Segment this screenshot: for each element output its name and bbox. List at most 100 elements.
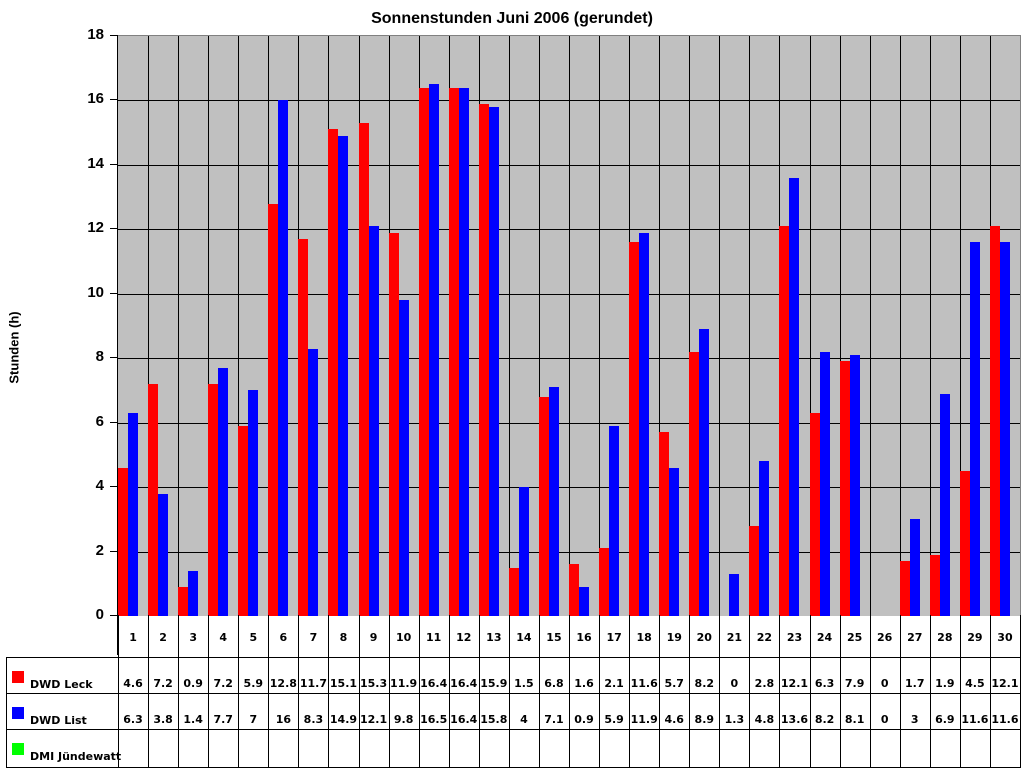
- table-cell: 1.5: [514, 677, 534, 690]
- table-cell: 2.1: [604, 677, 624, 690]
- y-tick-label: 0: [95, 606, 104, 623]
- table-cell: 15.9: [480, 677, 508, 690]
- table-cell: 7.2: [153, 677, 173, 690]
- category-label: 2: [159, 631, 167, 644]
- v-gridline: [929, 36, 931, 616]
- y-tick: [110, 35, 118, 36]
- table-border: [358, 615, 360, 768]
- table-cell: 16.4: [450, 677, 478, 690]
- table-border: [659, 615, 661, 768]
- table-border: [749, 615, 751, 768]
- bar-dwd-list: [128, 413, 138, 616]
- bar-dwd-list: [639, 232, 650, 616]
- category-label: 7: [309, 631, 318, 644]
- table-border: [6, 657, 7, 768]
- table-cell: 7: [249, 713, 258, 726]
- table-cell: 4.6: [664, 713, 684, 726]
- table-cell: 16: [275, 713, 292, 726]
- table-cell: 5.9: [604, 713, 624, 726]
- y-tick-label: 12: [87, 219, 104, 237]
- category-label: 17: [606, 631, 622, 644]
- bar-dwd-list: [308, 348, 319, 616]
- category-label: 24: [816, 631, 833, 644]
- bar-dwd-leck: [989, 226, 1000, 616]
- table-border: [478, 615, 480, 768]
- y-tick: [110, 486, 118, 488]
- data-table: 1 2 3 4 5 6 7 8 9 10 11 12 13 14 15 16 17 18 19 20 21 22 23 24 2…: [0, 615, 1024, 768]
- y-tick-label: 18: [87, 26, 104, 43]
- table-cell: 1.9: [935, 677, 955, 690]
- table-cell: 1.4: [183, 713, 203, 726]
- bar-dwd-leck: [448, 87, 459, 616]
- table-cell: 11.9: [390, 677, 418, 690]
- bar-dwd-leck: [418, 87, 429, 616]
- table-cell: 0.9: [574, 713, 594, 726]
- y-tick: [110, 421, 118, 423]
- bar-dwd-leck: [629, 242, 640, 616]
- table-cell: 16.4: [420, 677, 448, 690]
- category-label: 5: [249, 631, 258, 644]
- table-cell: 8.2: [814, 713, 835, 726]
- bar-dwd-list: [488, 106, 499, 616]
- v-gridline: [689, 36, 691, 616]
- table-border: [298, 615, 300, 768]
- y-tick: [110, 99, 118, 101]
- table-cell: 13.6: [780, 713, 809, 726]
- y-axis-label: Stunden (h): [6, 311, 22, 384]
- table-border: [508, 615, 510, 768]
- table-border: [929, 615, 931, 768]
- table-border: [839, 615, 841, 768]
- table-border: [719, 615, 721, 768]
- table-border: [6, 693, 1020, 694]
- table-cell: 7.1: [544, 713, 564, 726]
- category-label: 4: [219, 631, 228, 644]
- bar-dwd-list: [248, 390, 259, 616]
- table-border: [448, 615, 450, 768]
- bar-dwd-list: [368, 226, 379, 616]
- bar-dwd-list: [909, 519, 920, 616]
- v-gridline: [538, 36, 540, 616]
- table-cell: 9.8: [393, 713, 414, 726]
- table-cell: 7.9: [844, 677, 865, 690]
- y-tick-label: 14: [87, 154, 104, 172]
- table-cell: 16.5: [420, 713, 448, 726]
- v-gridline: [839, 36, 841, 616]
- table-cell: 8.9: [694, 713, 715, 726]
- category-label: 8: [339, 631, 348, 644]
- table-cell: 4.6: [123, 677, 143, 690]
- table-cell: 11.6: [630, 677, 658, 690]
- table-cell: 6.8: [544, 677, 564, 690]
- table-cell: 8.2: [694, 677, 715, 690]
- category-label: 19: [666, 631, 682, 644]
- table-border: [6, 657, 1020, 658]
- bar-dwd-list: [789, 177, 800, 616]
- table-cell: 0: [880, 713, 889, 726]
- table-cell: 0.9: [183, 677, 203, 690]
- y-tick: [110, 357, 118, 359]
- bar-dwd-leck: [178, 587, 189, 616]
- bar-dwd-list: [218, 367, 229, 616]
- table-cell: 15.8: [480, 713, 508, 726]
- table-cell: 16.4: [450, 713, 478, 726]
- table-border: [148, 615, 150, 768]
- v-gridline: [749, 36, 751, 616]
- bar-dwd-leck: [809, 413, 820, 616]
- table-cell: 11.6: [961, 713, 989, 726]
- table-border: [418, 615, 420, 768]
- table-cell: 15.1: [329, 677, 358, 690]
- table-cell: 12.1: [991, 677, 1019, 690]
- table-border: [268, 615, 270, 768]
- bar-dwd-list: [398, 300, 409, 616]
- v-gridline: [719, 36, 721, 616]
- table-cell: 12.1: [780, 677, 809, 690]
- v-gridline: [959, 36, 961, 616]
- table-cell: 1.3: [724, 713, 745, 726]
- bar-dwd-list: [969, 242, 980, 616]
- v-gridline: [659, 36, 661, 616]
- bar-dwd-leck: [839, 361, 850, 616]
- table-cell: 0: [880, 677, 889, 690]
- bar-dwd-list: [338, 135, 349, 616]
- table-border: [388, 615, 390, 768]
- table-cell: 6.9: [935, 713, 955, 726]
- bar-dwd-list: [609, 425, 620, 616]
